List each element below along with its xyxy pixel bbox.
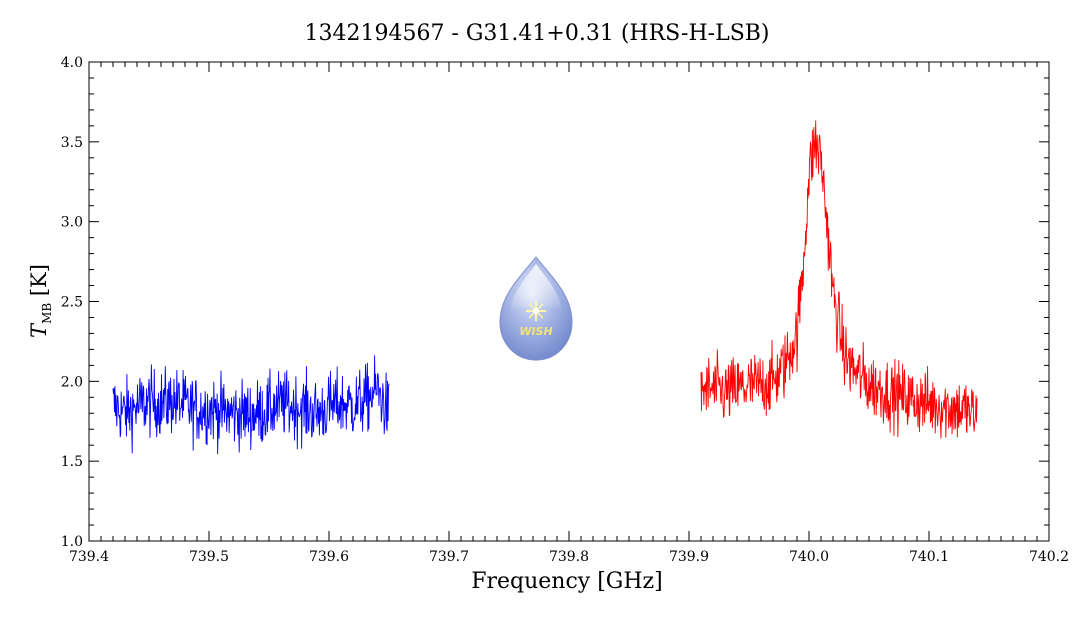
x-axis-label: Frequency [GHz] (471, 569, 663, 594)
x-axis: 739.4 739.5 739.6 739.7 739.8 739.9 740.0 740.1… (69, 62, 1069, 565)
y-tick-label: 1.5 (61, 454, 83, 470)
y-tick-label: 1.0 (61, 534, 83, 550)
y-tick-label: 2.5 (61, 295, 83, 311)
y-tick-label: 3.5 (61, 135, 83, 151)
x-tick-label: 739.5 (189, 549, 229, 565)
y-tick-label: 3.0 (61, 215, 83, 231)
x-tick-label: 740.1 (909, 549, 949, 565)
y-axis-label: TMB [K] (27, 264, 54, 338)
y-axis-label-sub: MB (40, 303, 54, 324)
spectrum-series-2 (700, 120, 978, 439)
logo-label: WISH (519, 325, 552, 338)
chart-title: 1342194567 - G31.41+0.31 (HRS-H-LSB) (304, 21, 769, 46)
y-axis-label-main: T (27, 322, 51, 338)
x-tick-label: 740.0 (789, 549, 829, 565)
plot-frame (88, 61, 1050, 542)
star-icon (526, 301, 546, 321)
x-tick-label: 740.2 (1029, 549, 1069, 565)
x-tick-label: 739.7 (429, 549, 469, 565)
x-tick-label: 739.8 (549, 549, 589, 565)
x-tick-label: 739.4 (69, 549, 109, 565)
y-tick-label: 2.0 (61, 374, 83, 390)
wish-logo: WISH (499, 256, 573, 361)
y-axis: 1.0 1.5 2.0 2.5 3.0 3.5 4.0 (61, 55, 1049, 550)
y-tick-label: 4.0 (61, 55, 83, 71)
spectrum-series-1 (112, 355, 390, 455)
series-layer (112, 120, 978, 455)
y-axis-label-unit: [K] (27, 264, 51, 303)
x-tick-label: 739.6 (309, 549, 349, 565)
x-tick-label: 739.9 (669, 549, 709, 565)
